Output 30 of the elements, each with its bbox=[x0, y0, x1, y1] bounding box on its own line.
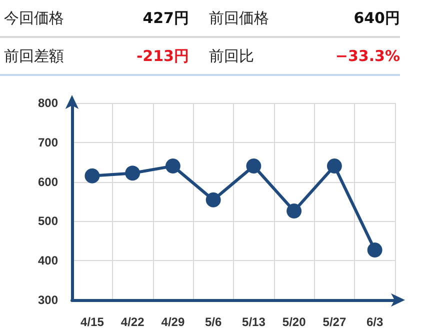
point bbox=[326, 158, 342, 174]
x-tick-label: 6/3 bbox=[366, 315, 384, 329]
x-tick-label: 4/29 bbox=[161, 315, 185, 329]
text: −33.3% bbox=[334, 47, 400, 65]
y-tick-label: 600 bbox=[38, 174, 58, 189]
text: -213円 bbox=[135, 46, 189, 66]
point bbox=[246, 158, 262, 174]
x-tick-label: 5/20 bbox=[282, 315, 306, 329]
y-tick-label: 300 bbox=[38, 293, 58, 307]
text: 前回価格 bbox=[208, 8, 270, 28]
text: 前回差額 bbox=[3, 46, 65, 66]
point bbox=[84, 168, 100, 184]
point bbox=[286, 203, 302, 218]
y-tick-label: 500 bbox=[38, 214, 58, 228]
y-tick-label: 700 bbox=[38, 135, 58, 150]
text: 前回比 bbox=[208, 46, 255, 66]
text: 640円 bbox=[352, 8, 400, 28]
x-tick-label: 5/27 bbox=[322, 315, 346, 329]
x-tick-label: 4/22 bbox=[120, 315, 145, 329]
text: 427円 bbox=[142, 8, 189, 28]
x-tick-label: 4/15 bbox=[80, 315, 104, 329]
x-tick-label: 5/13 bbox=[242, 315, 266, 329]
point bbox=[165, 158, 180, 174]
y-tick-label: 400 bbox=[38, 254, 58, 268]
text: 今回価格 bbox=[3, 8, 65, 28]
point bbox=[125, 166, 140, 181]
y-tick-label: 800 bbox=[38, 96, 58, 110]
x-tick-label: 5/6 bbox=[204, 315, 222, 329]
point bbox=[367, 242, 382, 258]
point bbox=[206, 192, 221, 208]
